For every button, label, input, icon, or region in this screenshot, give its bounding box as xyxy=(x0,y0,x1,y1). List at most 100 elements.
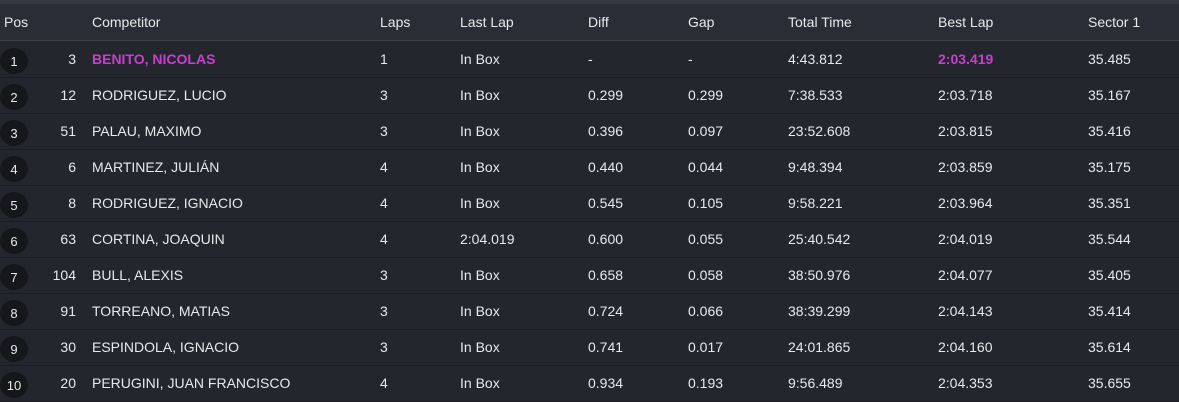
last-lap-cell: In Box xyxy=(460,303,500,319)
diff-cell: 0.440 xyxy=(588,159,624,175)
competitor-name[interactable]: PERUGINI, JUAN FRANCISCO xyxy=(92,375,291,391)
diff-cell: 0.741 xyxy=(588,339,624,355)
competitor-name[interactable]: BENITO, NICOLAS xyxy=(92,51,216,67)
last-lap-cell: In Box xyxy=(460,339,500,355)
header-pos[interactable]: Pos xyxy=(4,14,29,30)
table-header: Pos Competitor Laps Last Lap Diff Gap To… xyxy=(0,4,1179,41)
table-row[interactable]: 8 91 TORREANO, MATIAS 3 In Box 0.724 0.066 38:3… xyxy=(0,293,1179,330)
position-badge: 6 xyxy=(0,228,28,254)
best-lap-cell: 2:04.019 xyxy=(938,231,993,247)
competitor-name[interactable]: ESPINDOLA, IGNACIO xyxy=(92,339,240,355)
total-time-cell: 38:39.299 xyxy=(788,303,851,319)
best-lap-cell: 2:03.718 xyxy=(938,87,993,103)
laps-cell: 3 xyxy=(380,87,388,103)
gap-cell: 0.299 xyxy=(688,87,724,103)
sector-1-cell: 35.614 xyxy=(1088,339,1131,355)
car-number: 3 xyxy=(68,51,76,67)
table-row[interactable]: 1 3 BENITO, NICOLAS 1 In Box - - 4:43.812 2:03.4… xyxy=(0,41,1179,78)
last-lap-cell: 2:04.019 xyxy=(460,231,515,247)
table-row[interactable]: 3 51 PALAU, MAXIMO 3 In Box 0.396 0.097 23:52.6… xyxy=(0,113,1179,150)
sector-1-cell: 35.167 xyxy=(1088,87,1131,103)
sector-1-cell: 35.175 xyxy=(1088,159,1131,175)
position-badge: 7 xyxy=(0,264,28,290)
gap-cell: 0.055 xyxy=(688,231,724,247)
total-time-cell: 38:50.976 xyxy=(788,267,851,283)
laps-cell: 4 xyxy=(380,159,388,175)
table-row[interactable]: 10 20 PERUGINI, JUAN FRANCISCO 4 In Box 0.934… xyxy=(0,365,1179,402)
best-lap-cell: 2:03.419 xyxy=(938,51,994,67)
best-lap-cell: 2:04.077 xyxy=(938,267,993,283)
competitor-name[interactable]: RODRIGUEZ, IGNACIO xyxy=(92,195,243,211)
header-last-lap[interactable]: Last Lap xyxy=(460,14,514,30)
position-badge: 5 xyxy=(0,192,28,218)
diff-cell: 0.396 xyxy=(588,123,624,139)
header-diff[interactable]: Diff xyxy=(588,14,609,30)
competitor-name[interactable]: TORREANO, MATIAS xyxy=(92,303,230,319)
laps-cell: 3 xyxy=(380,123,388,139)
gap-cell: 0.105 xyxy=(688,195,724,211)
best-lap-cell: 2:04.160 xyxy=(938,339,993,355)
last-lap-cell: In Box xyxy=(460,375,500,391)
table-row[interactable]: 9 30 ESPINDOLA, IGNACIO 3 In Box 0.741 0.017 24… xyxy=(0,329,1179,366)
laps-cell: 4 xyxy=(380,375,388,391)
last-lap-cell: In Box xyxy=(460,195,500,211)
total-time-cell: 9:56.489 xyxy=(788,375,843,391)
position-badge: 4 xyxy=(0,156,28,182)
competitor-name[interactable]: BULL, ALEXIS xyxy=(92,267,184,283)
total-time-cell: 4:43.812 xyxy=(788,51,843,67)
best-lap-cell: 2:03.859 xyxy=(938,159,993,175)
position-badge: 10 xyxy=(0,372,28,398)
gap-cell: 0.097 xyxy=(688,123,724,139)
position-badge: 3 xyxy=(0,120,28,146)
car-number: 104 xyxy=(52,267,76,283)
sector-1-cell: 35.655 xyxy=(1088,375,1131,391)
top-border xyxy=(0,0,1179,4)
table-row[interactable]: 2 12 RODRIGUEZ, LUCIO 3 In Box 0.299 0.299 7:38… xyxy=(0,77,1179,114)
competitor-name[interactable]: RODRIGUEZ, LUCIO xyxy=(92,87,227,103)
diff-cell: - xyxy=(588,51,593,67)
header-competitor[interactable]: Competitor xyxy=(92,14,161,30)
car-number: 63 xyxy=(60,231,76,247)
position-badge: 1 xyxy=(0,48,28,74)
car-number: 6 xyxy=(68,159,76,175)
diff-cell: 0.545 xyxy=(588,195,624,211)
position-badge: 9 xyxy=(0,336,28,362)
last-lap-cell: In Box xyxy=(460,159,500,175)
car-number: 91 xyxy=(60,303,76,319)
laps-cell: 3 xyxy=(380,339,388,355)
table-row[interactable]: 4 6 MARTINEZ, JULIÁN 4 In Box 0.440 0.044 9:48.… xyxy=(0,149,1179,186)
car-number: 8 xyxy=(68,195,76,211)
last-lap-cell: In Box xyxy=(460,87,500,103)
header-sector-1[interactable]: Sector 1 xyxy=(1088,14,1141,30)
competitor-name[interactable]: PALAU, MAXIMO xyxy=(92,123,202,139)
total-time-cell: 25:40.542 xyxy=(788,231,851,247)
header-total-time[interactable]: Total Time xyxy=(788,14,852,30)
competitor-name[interactable]: MARTINEZ, JULIÁN xyxy=(92,159,220,175)
total-time-cell: 9:48.394 xyxy=(788,159,843,175)
sector-1-cell: 35.414 xyxy=(1088,303,1131,319)
best-lap-cell: 2:04.353 xyxy=(938,375,993,391)
sector-1-cell: 35.544 xyxy=(1088,231,1131,247)
diff-cell: 0.724 xyxy=(588,303,624,319)
laps-cell: 1 xyxy=(380,51,388,67)
gap-cell: 0.017 xyxy=(688,339,724,355)
car-number: 20 xyxy=(60,375,76,391)
last-lap-cell: In Box xyxy=(460,51,500,67)
competitor-name[interactable]: CORTINA, JOAQUIN xyxy=(92,231,225,247)
table-row[interactable]: 5 8 RODRIGUEZ, IGNACIO 4 In Box 0.545 0.105 9:5… xyxy=(0,185,1179,222)
header-gap[interactable]: Gap xyxy=(688,14,715,30)
position-badge: 8 xyxy=(0,300,28,326)
table-row[interactable]: 6 63 CORTINA, JOAQUIN 4 2:04.019 0.600 0.055 25… xyxy=(0,221,1179,258)
sector-1-cell: 35.416 xyxy=(1088,123,1131,139)
best-lap-cell: 2:03.815 xyxy=(938,123,993,139)
gap-cell: 0.044 xyxy=(688,159,724,175)
table-row[interactable]: 7 104 BULL, ALEXIS 3 In Box 0.658 0.058 38:50.9… xyxy=(0,257,1179,294)
laps-cell: 4 xyxy=(380,195,388,211)
laps-cell: 4 xyxy=(380,231,388,247)
header-laps[interactable]: Laps xyxy=(380,14,411,30)
header-best-lap[interactable]: Best Lap xyxy=(938,14,994,30)
diff-cell: 0.658 xyxy=(588,267,624,283)
gap-cell: 0.066 xyxy=(688,303,724,319)
sector-1-cell: 35.405 xyxy=(1088,267,1131,283)
total-time-cell: 9:58.221 xyxy=(788,195,843,211)
